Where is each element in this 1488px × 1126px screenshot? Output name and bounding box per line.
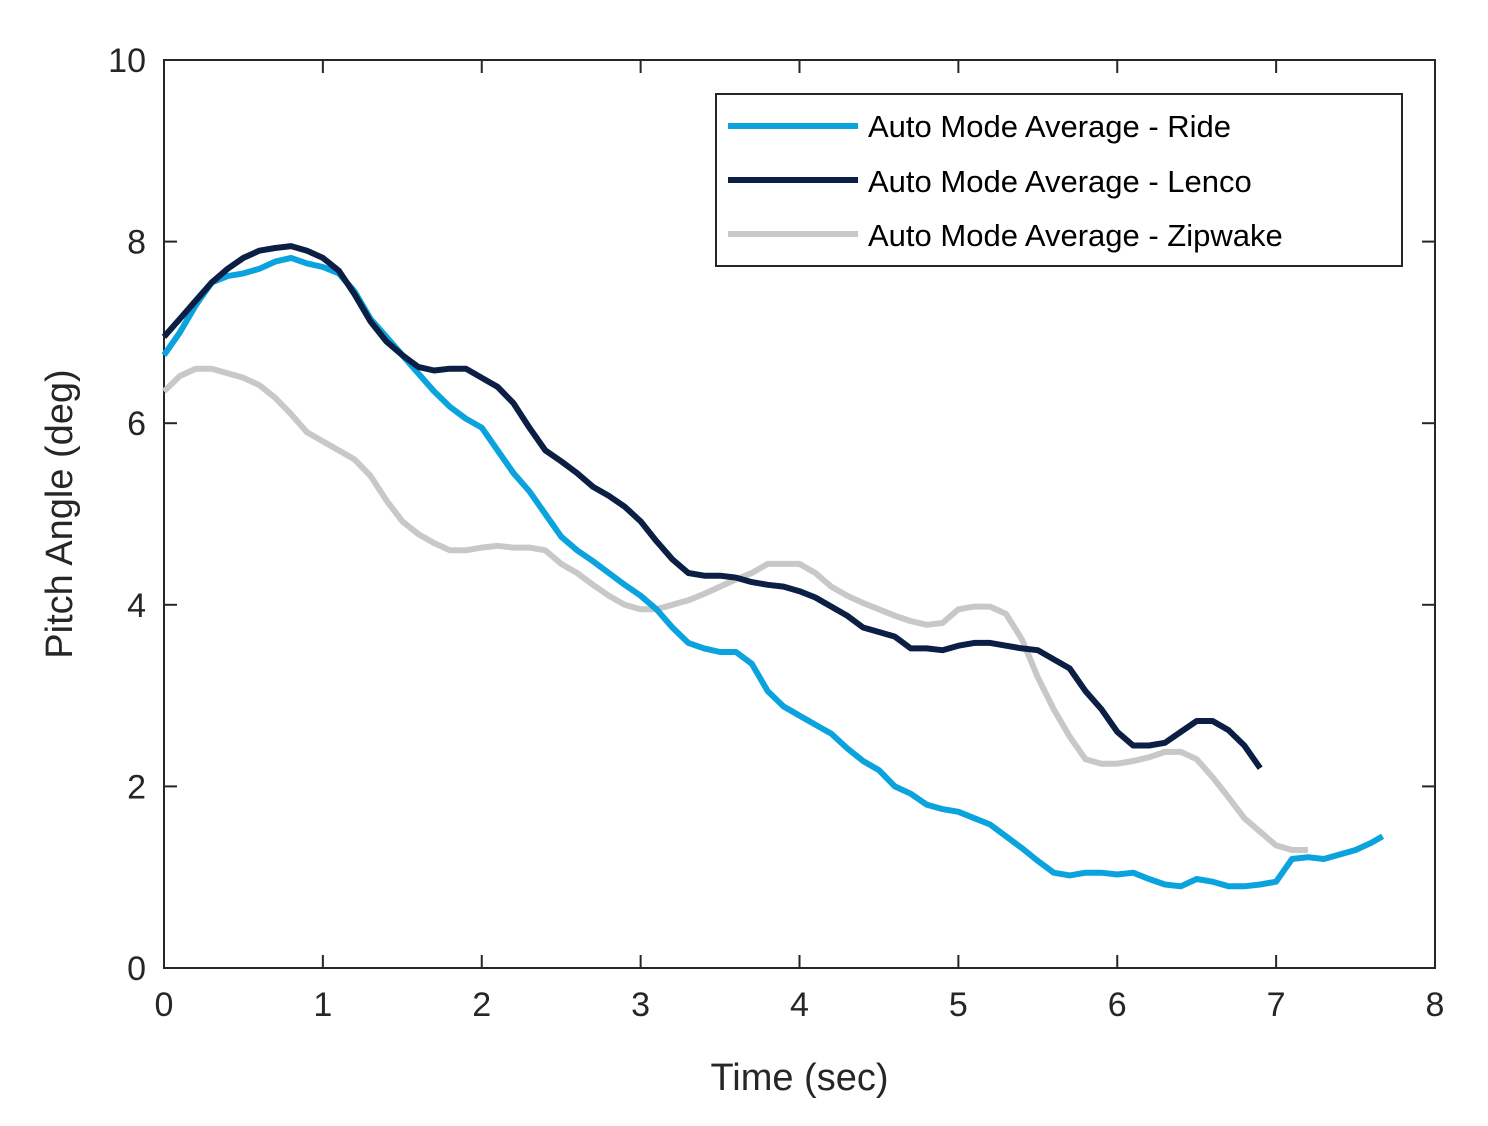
y-tick-label: 8	[127, 224, 146, 262]
y-tick-label: 4	[127, 587, 146, 625]
x-tick-label: 7	[1267, 986, 1286, 1024]
series-layer	[161, 243, 1385, 890]
x-tick-label: 1	[313, 986, 332, 1024]
legend-label-zipwake: Auto Mode Average - Zipwake	[868, 218, 1283, 253]
x-tick-label: 5	[949, 986, 968, 1024]
x-axis-title: Time (sec)	[710, 1057, 888, 1099]
y-tick-label: 10	[108, 42, 146, 80]
legend-label-ride: Auto Mode Average - Ride	[868, 109, 1231, 144]
x-tick-label: 0	[155, 986, 174, 1024]
x-tick-label: 4	[790, 986, 809, 1024]
x-tick-label: 6	[1108, 986, 1127, 1024]
y-tick-label: 0	[127, 950, 146, 988]
legend: Auto Mode Average - Ride Auto Mode Avera…	[715, 93, 1403, 267]
series-line-lenco	[161, 243, 1263, 770]
ticks-layer: 0 1 2 3 4 5 6 7 8 0 2 4 6 8 10	[108, 42, 1444, 1024]
y-tick-label: 6	[127, 405, 146, 443]
x-tick-label: 8	[1426, 986, 1445, 1024]
x-tick-label: 2	[472, 986, 491, 1024]
x-tick-label: 3	[631, 986, 650, 1024]
y-tick-label: 2	[127, 768, 146, 806]
legend-label-lenco: Auto Mode Average - Lenco	[868, 164, 1252, 199]
y-axis-title: Pitch Angle (deg)	[39, 369, 81, 658]
